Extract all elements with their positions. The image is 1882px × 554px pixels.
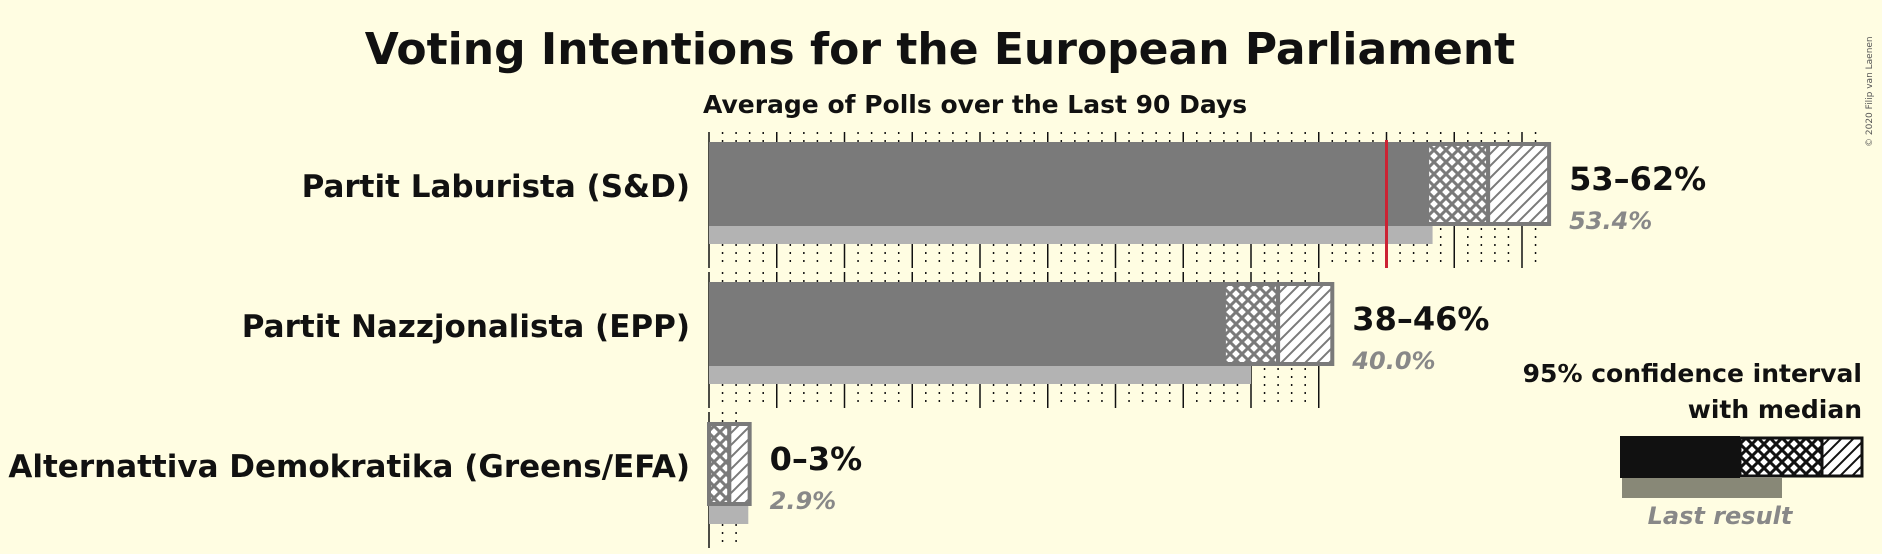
ci-lower-half [1221,282,1281,366]
range-label: 0–3% [770,440,863,478]
ci-lower-half [707,422,732,506]
range-label: 53–62% [1569,160,1706,198]
legend-solid-bar [1620,436,1740,478]
last-result-bar [709,366,1251,384]
copyright: © 2020 Filip van Laenen [1865,36,1875,147]
last-result-label: 53.4% [1569,207,1652,235]
last-result-bar [709,506,749,524]
last-result-bar [709,226,1433,244]
ci-lower-half [1425,142,1491,226]
bars: Partit Laburista (S&D) 53–62% 53.4% Partit … [8,142,1706,524]
legend-crosshatch [1738,436,1824,478]
party-label: Partit Nazzjonalista (EPP) [242,309,690,345]
ci-upper-half [1276,282,1335,366]
last-result-label: 2.9% [770,487,837,515]
legend: 95% confidence interval with median Last… [1523,359,1864,530]
party-label: Alternattiva Demokratika (Greens/EFA) [8,449,690,485]
legend-diagonal [1820,436,1864,478]
range-label: 38–46% [1352,300,1489,338]
ci-solid-bar [709,142,1428,226]
ci-upper-half [1486,142,1552,226]
last-result-label: 40.0% [1351,347,1435,375]
chart-title: Voting Intentions for the European Parli… [365,24,1515,75]
legend-title-line2: with median [1688,395,1862,424]
legend-last-result-bar [1622,478,1782,498]
legend-title-line1: 95% confidence interval [1523,359,1862,388]
ci-upper-half [727,422,752,506]
ci-solid-bar [709,282,1224,366]
legend-last-result-label: Last result [1648,502,1794,530]
chart-subtitle: Average of Polls over the Last 90 Days [703,90,1247,119]
party-label: Partit Laburista (S&D) [302,169,690,205]
